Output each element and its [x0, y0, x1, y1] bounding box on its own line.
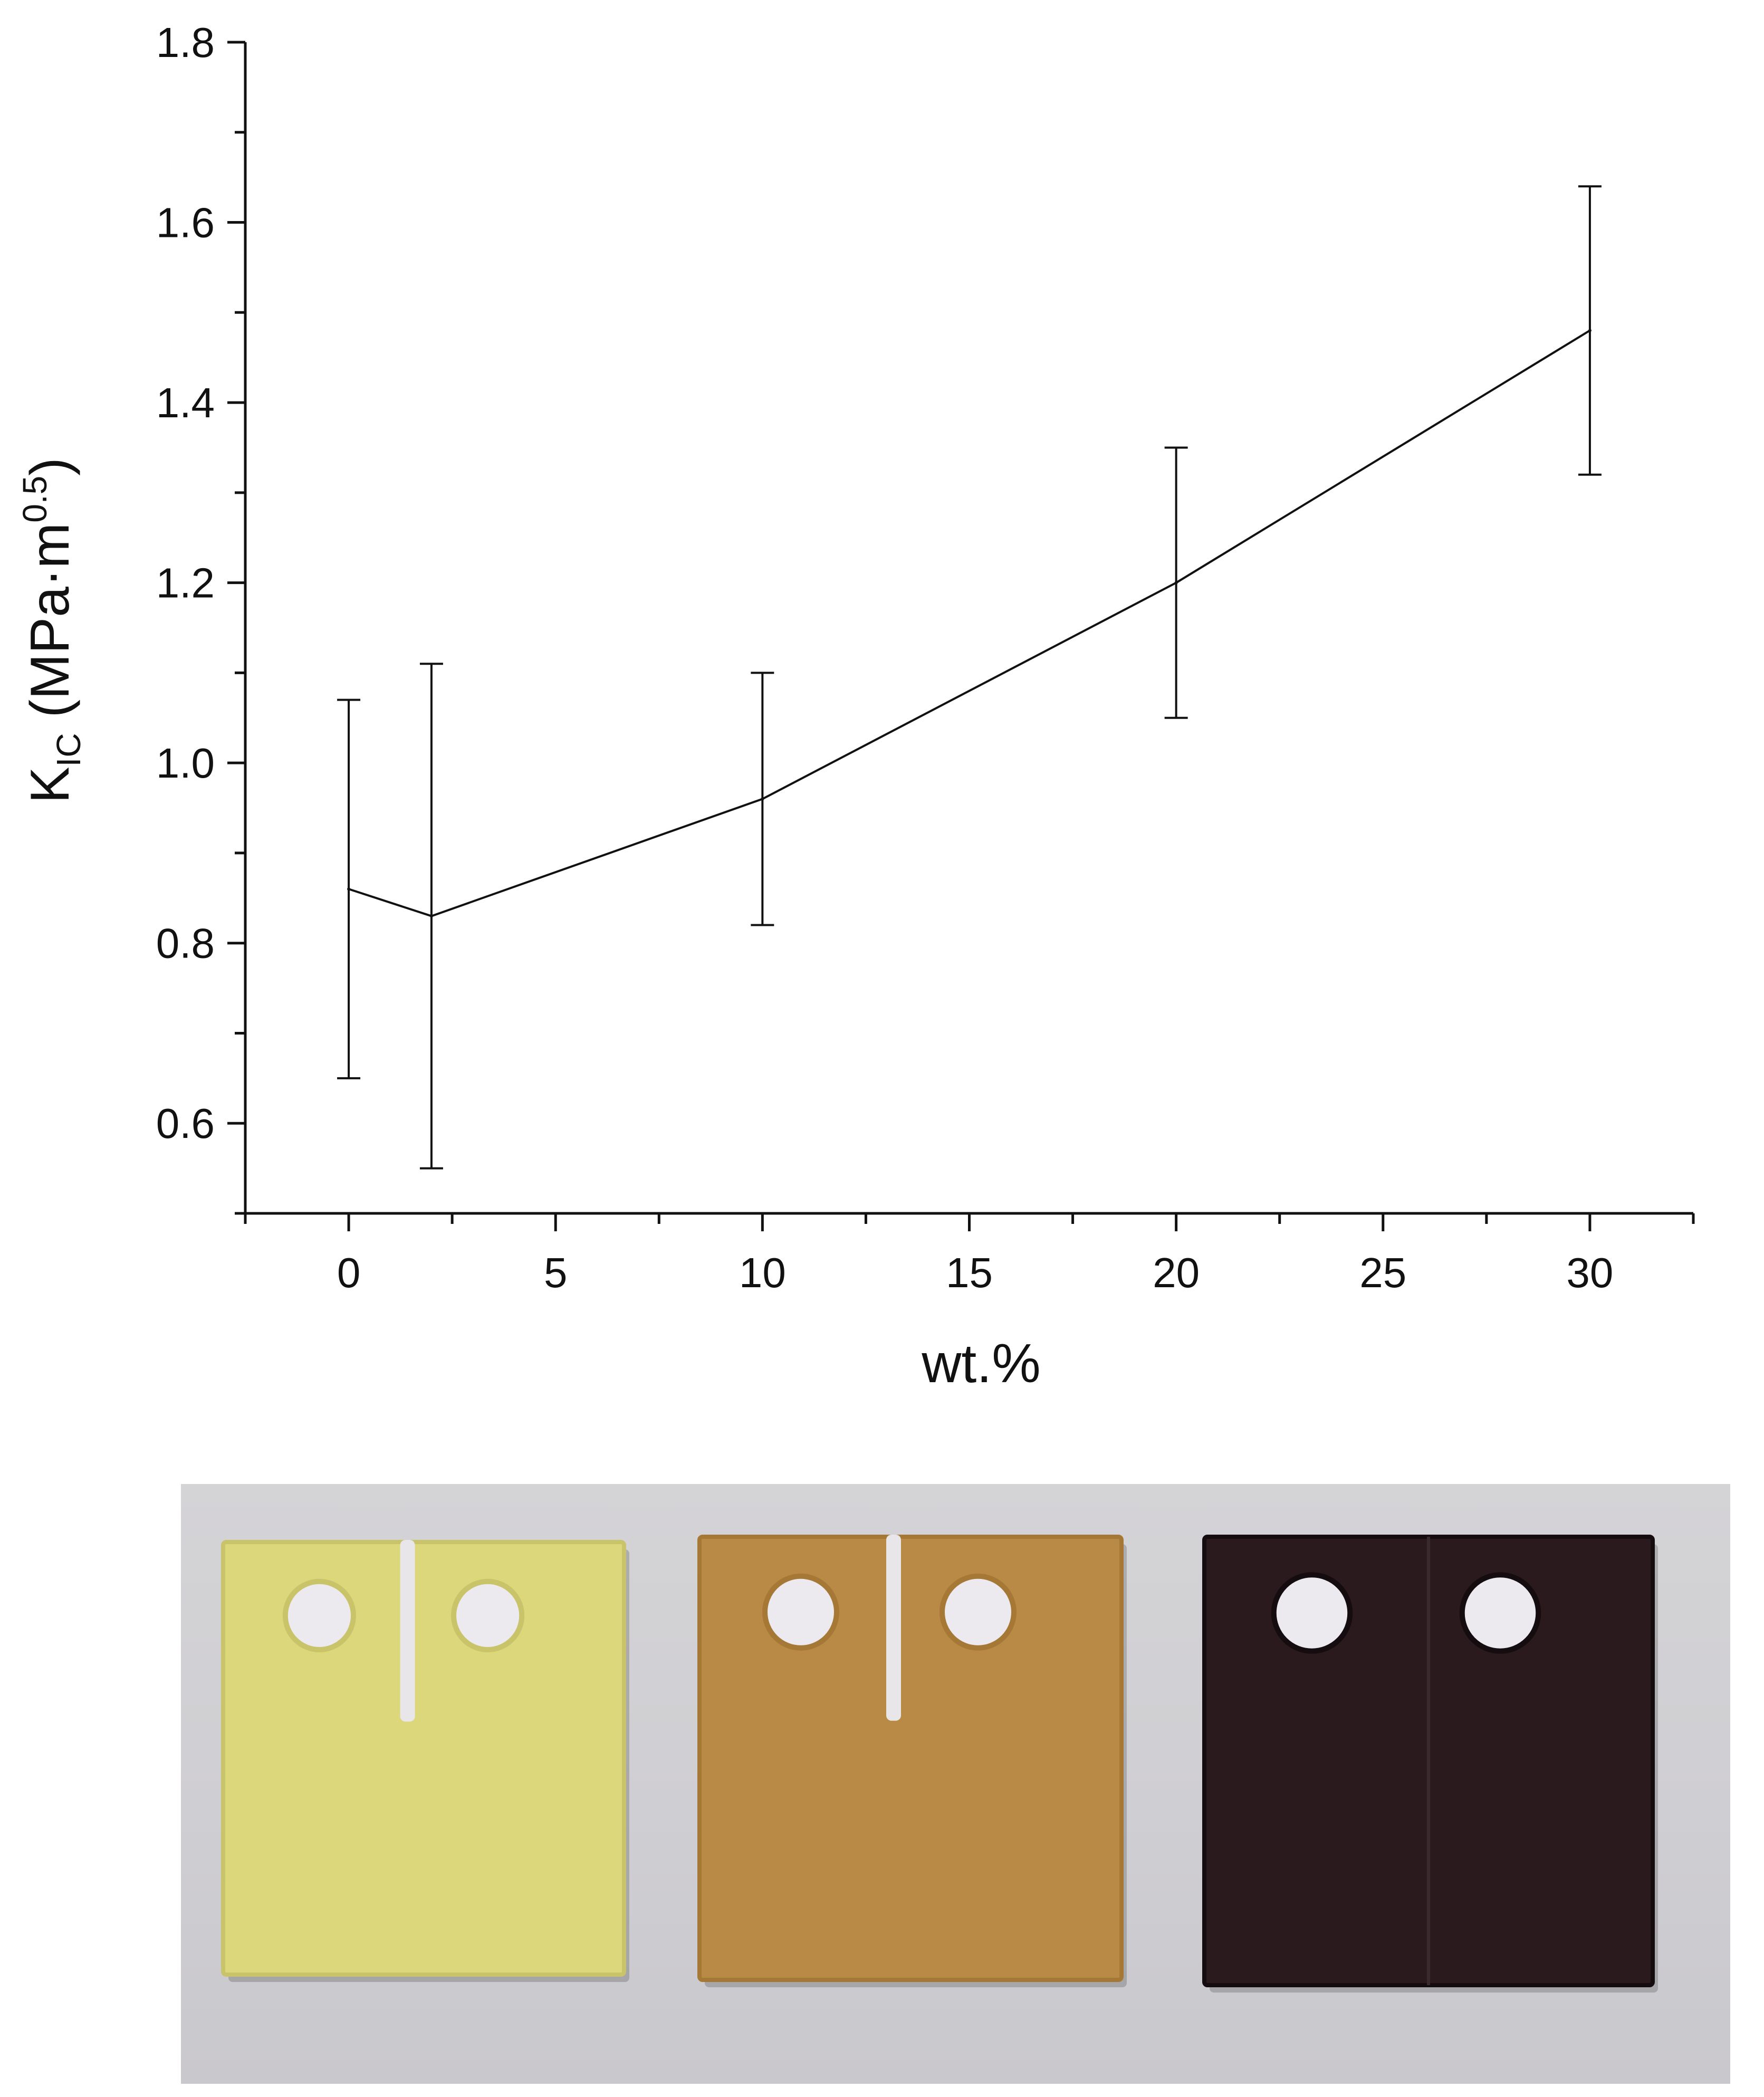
specimen-body: [697, 1535, 1124, 1982]
x-tick-label: 10: [739, 1249, 786, 1296]
specimen-hole: [282, 1578, 356, 1652]
x-axis-title: wt.%: [921, 1333, 1040, 1394]
y-axis-title-unit-close: ): [20, 457, 81, 476]
y-tick-label: 1.6: [156, 199, 215, 246]
data-point: [1174, 581, 1178, 585]
specimen-hole: [762, 1573, 839, 1651]
data-point: [1588, 329, 1592, 332]
specimen-hole: [939, 1573, 1017, 1651]
specimen-hole: [1271, 1572, 1353, 1654]
x-tick-label: 15: [946, 1249, 993, 1296]
chart-area: 0.6 0.8 1.0 1.2 1.4 1.6 1.8 0 5 10 15 20 25 30 wt.% K…: [16, 19, 1695, 1394]
y-tick-label: 1.2: [156, 560, 215, 607]
y-tick-label: 0.8: [156, 920, 215, 967]
axes: 0.6 0.8 1.0 1.2 1.4 1.6 1.8 0 5 10 15 20 25 30: [156, 19, 1695, 1296]
y-axis-title-main: K: [20, 767, 81, 803]
specimens: [221, 1535, 1658, 1993]
specimen: [221, 1540, 629, 1982]
x-tick-label: 5: [544, 1249, 568, 1296]
data-point: [429, 914, 433, 918]
x-tick-label: 25: [1359, 1249, 1406, 1296]
y-tick-label: 0.6: [156, 1100, 215, 1147]
specimen-hole: [451, 1578, 525, 1652]
x-tick-label: 30: [1566, 1249, 1613, 1296]
y-axis-title: KIC (MPa·m0.5): [16, 457, 88, 803]
y-axis-title-subscript: IC: [50, 733, 88, 767]
specimen-notch: [886, 1535, 901, 1721]
y-tick-label: 1.4: [156, 379, 215, 426]
specimen-hole: [1459, 1572, 1541, 1654]
y-tick-label: 1.0: [156, 740, 215, 787]
specimen-photo: [181, 1484, 1730, 2084]
error-bars: [337, 185, 1602, 1170]
y-axis-title-unit-superscript: 0.5: [16, 476, 54, 523]
series-line: [348, 329, 1590, 917]
specimen-notch: [400, 1540, 415, 1722]
x-tick-label: 0: [337, 1249, 361, 1296]
data-point: [347, 887, 351, 891]
specimen-body: [221, 1540, 626, 1977]
specimen: [697, 1535, 1127, 1987]
data-point: [761, 797, 764, 801]
data-series: [347, 329, 1592, 918]
chart-svg: 0.6 0.8 1.0 1.2 1.4 1.6 1.8 0 5 10 15 20 25 30 wt.% K…: [16, 19, 1695, 1394]
y-tick-label: 1.8: [156, 19, 215, 66]
specimen-photo-drawing: [221, 1535, 1658, 1993]
y-axis-title-unit-open: (MPa·m: [20, 523, 81, 733]
specimen: [1202, 1535, 1658, 1993]
x-tick-label: 20: [1153, 1249, 1200, 1296]
